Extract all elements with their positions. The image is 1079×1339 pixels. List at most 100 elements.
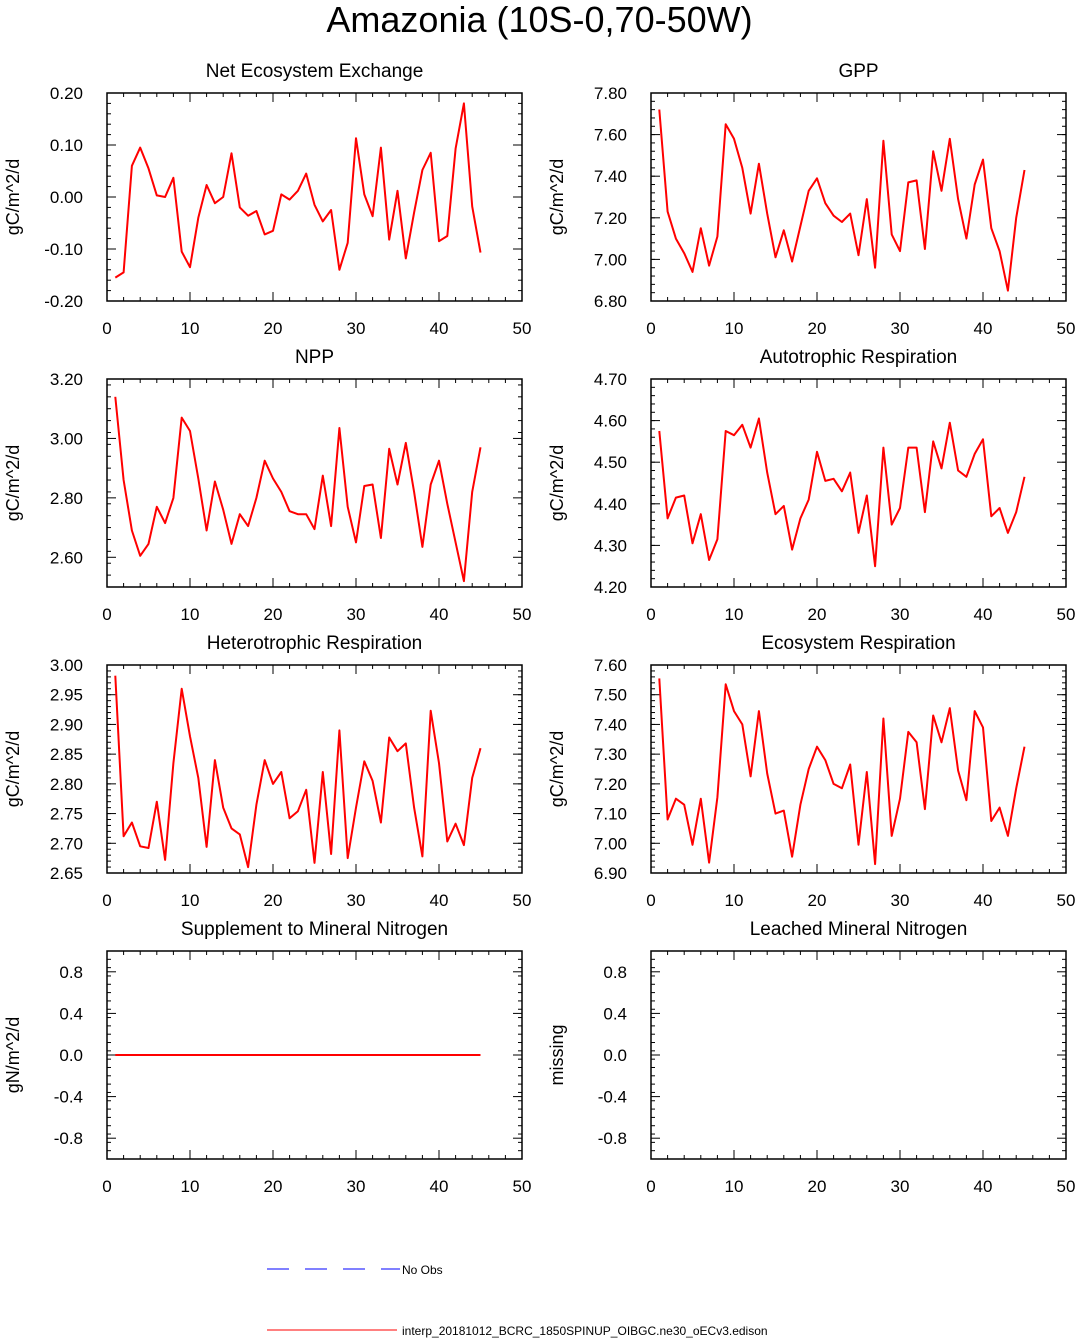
plot-frame [106,950,523,1160]
y-tick-label: 3.20 [50,370,83,389]
series-line-1 [114,675,482,869]
y-tick-label: -0.4 [598,1088,627,1107]
y-tick-label: -0.4 [54,1088,83,1107]
chart-panel-6: Ecosystem Respiration gC/m^2/d 0 10 20 30 40 50… [547,633,1075,910]
y-tick-label: 7.50 [594,686,627,705]
y-tick-label: 7.20 [594,775,627,794]
y-axis-label: gC/m^2/d [547,731,567,807]
x-tick-label: 0 [102,319,111,338]
y-tick-label: 2.95 [50,686,83,705]
x-tick-label: 40 [974,319,993,338]
x-tick-label: 50 [513,319,532,338]
x-tick-label: 0 [646,605,655,624]
x-tick-label: 10 [725,891,744,910]
y-tick-label: 2.80 [50,775,83,794]
chart-panel-1: Net Ecosystem Exchange gC/m^2/d 0 10 20 30 40 5… [3,61,531,338]
x-tick-label: 20 [264,319,283,338]
chart-title: Net Ecosystem Exchange [206,61,424,82]
y-tick-label: 4.70 [594,370,627,389]
x-tick-label: 10 [181,605,200,624]
chart-title: Ecosystem Respiration [761,633,955,654]
series-line-1 [114,396,482,583]
x-tick-label: 10 [181,891,200,910]
x-tick-label: 10 [725,605,744,624]
x-tick-label: 40 [430,891,449,910]
chart-panel-2: GPP gC/m^2/d 0 10 20 30 40 50 6.80 7.00 7.20 7.40 7.… [547,61,1075,338]
x-tick-label: 20 [264,891,283,910]
y-tick-label: 0.8 [603,963,627,982]
plot-frame [650,664,1067,874]
x-tick-label: 20 [808,891,827,910]
x-tick-label: 0 [102,891,111,910]
x-tick-label: 20 [264,1177,283,1196]
x-tick-label: 20 [264,605,283,624]
y-tick-label: 4.30 [594,536,627,555]
y-tick-label: 2.80 [50,489,83,508]
x-tick-label: 0 [646,1177,655,1196]
x-tick-label: 50 [1057,1177,1076,1196]
y-tick-label: 2.70 [50,834,83,853]
y-tick-label: 3.00 [50,429,83,448]
y-axis-label: gC/m^2/d [547,159,567,235]
series-line-1 [658,678,1026,866]
x-tick-label: 20 [808,605,827,624]
y-tick-label: 0.00 [50,188,83,207]
x-tick-label: 30 [891,605,910,624]
x-tick-label: 0 [102,605,111,624]
x-tick-label: 30 [891,319,910,338]
chart-panel-8: Leached Mineral Nitrogen missing 0 10 20 30 40… [547,919,1075,1196]
y-tick-label: -0.8 [54,1129,83,1148]
x-tick-label: 0 [102,1177,111,1196]
chart-title: Autotrophic Respiration [760,347,958,368]
chart-panel-4: Autotrophic Respiration gC/m^2/d 0 10 20 30 40… [547,347,1075,624]
y-tick-label: 2.90 [50,715,83,734]
y-tick-label: 0.0 [603,1046,627,1065]
y-axis-label: gN/m^2/d [3,1017,23,1093]
x-tick-label: 30 [347,605,366,624]
x-tick-label: 40 [974,891,993,910]
series-line-1 [114,102,482,279]
x-tick-label: 10 [181,1177,200,1196]
y-tick-label: 2.65 [50,864,83,883]
y-axis-label: gC/m^2/d [3,445,23,521]
chart-panel-3: NPP gC/m^2/d 0 10 20 30 40 50 2.60 2.80 3.00 3.20 [3,347,531,624]
y-tick-label: -0.20 [44,292,83,311]
y-axis-label: missing [547,1024,567,1085]
y-tick-label: 6.90 [594,864,627,883]
y-tick-label: 0.4 [603,1004,627,1023]
y-tick-label: 4.60 [594,412,627,431]
x-tick-label: 50 [513,605,532,624]
legend-model-label: interp_20181012_BCRC_1850SPINUP_OIBGC.ne… [402,1324,768,1338]
y-tick-label: 4.40 [594,495,627,514]
x-tick-label: 30 [891,891,910,910]
x-tick-label: 0 [646,891,655,910]
x-tick-label: 50 [1057,891,1076,910]
y-axis-label: gC/m^2/d [3,159,23,235]
y-tick-label: 7.60 [594,656,627,675]
chart-title: NPP [295,347,334,368]
plot-frame [106,664,523,874]
y-tick-label: 7.60 [594,126,627,145]
x-tick-label: 40 [974,605,993,624]
chart-panel-5: Heterotrophic Respiration gC/m^2/d 0 10 20 30… [3,633,531,910]
x-tick-label: 10 [725,319,744,338]
x-tick-label: 20 [808,319,827,338]
y-tick-label: 0.4 [59,1004,83,1023]
x-tick-label: 30 [891,1177,910,1196]
x-tick-label: 10 [725,1177,744,1196]
y-tick-label: 7.40 [594,715,627,734]
x-tick-label: 40 [974,1177,993,1196]
y-tick-label: 7.00 [594,250,627,269]
chart-title: GPP [838,61,878,82]
y-tick-label: 2.75 [50,805,83,824]
x-tick-label: 50 [513,891,532,910]
x-tick-label: 30 [347,319,366,338]
plot-frame [106,378,523,588]
y-axis-label: gC/m^2/d [3,731,23,807]
series-line-1 [658,417,1026,568]
y-tick-label: 4.20 [594,578,627,597]
y-tick-label: 7.10 [594,805,627,824]
x-tick-label: 40 [430,605,449,624]
x-tick-label: 30 [347,1177,366,1196]
x-tick-label: 40 [430,319,449,338]
